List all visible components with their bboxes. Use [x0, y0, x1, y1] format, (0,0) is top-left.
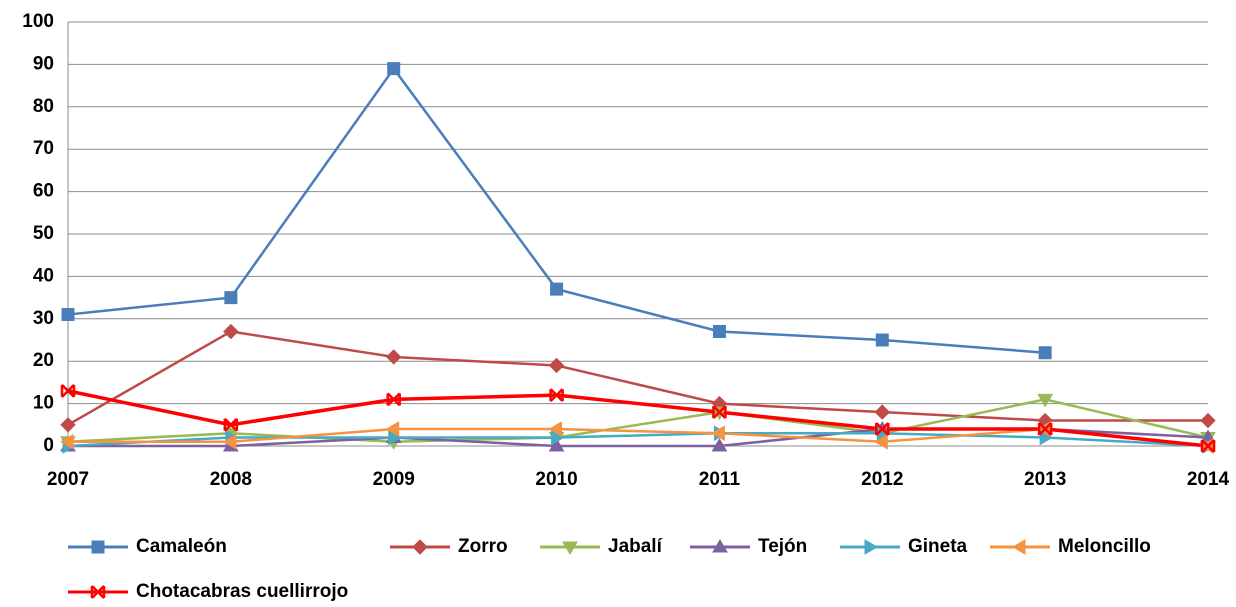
- point-marker: [223, 323, 239, 340]
- point-marker: [712, 325, 726, 339]
- series-line: [67, 330, 1208, 426]
- series-line: [67, 389, 1209, 448]
- point-marker: [711, 438, 728, 452]
- legend-marker: [864, 539, 878, 555]
- point-marker: [549, 388, 564, 403]
- series-line: [68, 427, 1209, 448]
- legend-marker: [562, 541, 578, 555]
- y-tick-label: 40: [33, 265, 54, 286]
- legend-item: Camaleón: [68, 536, 227, 557]
- point-marker: [60, 417, 76, 433]
- point-marker: [711, 425, 725, 442]
- point-marker: [548, 357, 565, 374]
- x-tick-label: 2010: [535, 469, 577, 490]
- y-tick-label: 20: [33, 350, 54, 371]
- point-marker: [550, 282, 564, 296]
- point-marker: [875, 422, 890, 436]
- legend-item: Zorro: [390, 536, 508, 557]
- legend-label: Camaleón: [136, 536, 227, 557]
- point-marker: [61, 308, 75, 322]
- series-line: [67, 398, 1209, 444]
- point-marker: [60, 433, 74, 450]
- y-tick-label: 90: [33, 53, 54, 74]
- point-marker: [60, 383, 76, 398]
- legend-item: Jabalí: [540, 536, 663, 557]
- y-tick-label: 10: [33, 393, 54, 414]
- legend-marker: [412, 539, 428, 555]
- legend-label: Jabalí: [608, 536, 663, 557]
- point-marker: [875, 333, 889, 347]
- legend-item: Tejón: [690, 536, 807, 557]
- point-marker: [1037, 422, 1053, 436]
- point-marker: [874, 433, 888, 450]
- point-marker: [1037, 393, 1054, 408]
- x-tick-label: 2013: [1024, 469, 1066, 490]
- point-marker: [874, 404, 890, 420]
- point-marker: [548, 421, 563, 437]
- legend-label: Gineta: [908, 536, 968, 557]
- legend-marker: [1012, 539, 1026, 555]
- series-line: [67, 432, 1209, 448]
- point-marker: [712, 405, 727, 419]
- legend-label: Meloncillo: [1058, 536, 1151, 557]
- point-marker: [548, 438, 565, 452]
- y-tick-label: 50: [33, 223, 54, 244]
- y-tick-label: 80: [33, 96, 54, 117]
- legend-marker: [712, 539, 728, 553]
- x-tick-label: 2008: [210, 469, 252, 490]
- y-tick-label: 30: [33, 308, 54, 329]
- x-tick-label: 2014: [1187, 469, 1230, 490]
- point-marker: [1200, 439, 1216, 453]
- point-marker: [385, 421, 400, 437]
- y-tick-label: 60: [33, 181, 54, 202]
- legend-marker: [91, 540, 105, 554]
- legend-label: Chotacabras cuellirrojo: [136, 581, 348, 602]
- legend-label: Tejón: [758, 536, 807, 557]
- point-marker: [223, 417, 239, 432]
- x-tick-label: 2011: [699, 469, 741, 490]
- point-marker: [1038, 346, 1052, 360]
- point-marker: [386, 349, 402, 365]
- point-marker: [222, 433, 237, 450]
- y-tick-label: 70: [33, 138, 54, 159]
- legend-label: Zorro: [458, 536, 508, 557]
- y-tick-label: 100: [22, 11, 54, 32]
- x-tick-label: 2012: [861, 469, 903, 490]
- point-marker: [386, 392, 401, 407]
- legend-item: Chotacabras cuellirrojo: [68, 581, 348, 602]
- y-tick-label: 0: [43, 435, 54, 456]
- series-line: [67, 66, 1046, 354]
- legend-item: Meloncillo: [990, 536, 1151, 557]
- point-marker: [224, 291, 238, 305]
- x-tick-label: 2009: [373, 469, 415, 490]
- x-tick-label: 2007: [47, 469, 89, 490]
- legend-marker: [90, 585, 106, 599]
- legend-item: Gineta: [840, 536, 968, 557]
- point-marker: [1200, 412, 1216, 429]
- point-marker: [387, 62, 401, 76]
